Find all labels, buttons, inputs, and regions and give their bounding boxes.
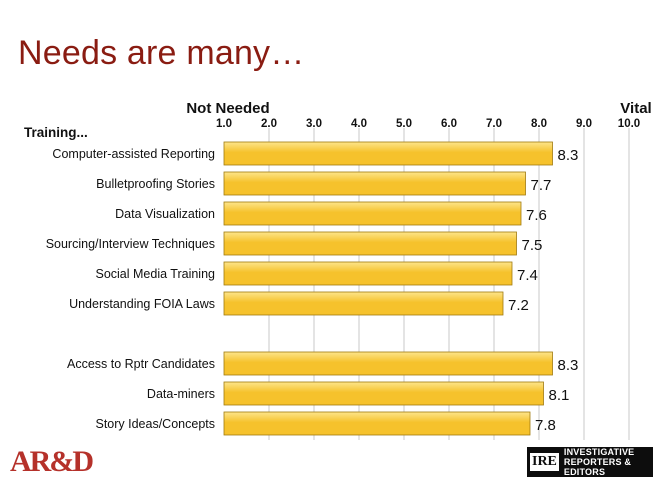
value-label: 7.6 bbox=[526, 207, 547, 224]
category-label: Data Visualization bbox=[115, 207, 215, 221]
value-label: 7.2 bbox=[508, 297, 529, 314]
ard-logo: AR&D bbox=[10, 445, 94, 478]
bar bbox=[223, 411, 531, 436]
value-label: 8.3 bbox=[558, 357, 579, 374]
bar bbox=[223, 171, 526, 196]
category-label: Computer-assisted Reporting bbox=[52, 147, 215, 161]
value-label: 8.1 bbox=[549, 387, 570, 404]
axis-label-not-needed: Not Needed bbox=[186, 100, 269, 117]
ire-logo: IRE INVESTIGATIVE REPORTERS & EDITORS bbox=[527, 447, 653, 477]
needs-bar-chart: 1.0 2.0 3.0 4.0 5.0 6.0 7.0 8.0 9.0 10.0 Not Neede… bbox=[24, 100, 652, 440]
category-label: Understanding FOIA Laws bbox=[69, 297, 215, 311]
tick-label: 10.0 bbox=[618, 118, 640, 130]
tick-label: 6.0 bbox=[441, 118, 457, 130]
row-header: Training... bbox=[24, 125, 88, 140]
tick-label: 9.0 bbox=[576, 118, 592, 130]
category-label: Story Ideas/Concepts bbox=[95, 417, 215, 431]
tick-label: 8.0 bbox=[531, 118, 547, 130]
bar bbox=[223, 141, 553, 166]
value-label: 7.7 bbox=[531, 177, 552, 194]
value-label: 7.8 bbox=[535, 417, 556, 434]
category-label: Social Media Training bbox=[95, 267, 215, 281]
bar bbox=[223, 261, 513, 286]
value-label: 7.5 bbox=[522, 237, 543, 254]
bar bbox=[223, 351, 553, 376]
bar bbox=[223, 381, 544, 406]
category-label: Data-miners bbox=[147, 387, 215, 401]
tick-label: 7.0 bbox=[486, 118, 502, 130]
ire-mark: IRE bbox=[530, 453, 559, 471]
value-label: 7.4 bbox=[517, 267, 538, 284]
category-label: Bulletproofing Stories bbox=[96, 177, 215, 191]
slide-title: Needs are many… bbox=[18, 34, 305, 72]
tick-label: 2.0 bbox=[261, 118, 277, 130]
ire-line-1: INVESTIGATIVE bbox=[563, 447, 635, 457]
category-label: Access to Rptr Candidates bbox=[67, 357, 215, 371]
bar bbox=[223, 231, 517, 256]
ire-line-2: REPORTERS & EDITORS bbox=[563, 457, 632, 477]
category-label: Sourcing/Interview Techniques bbox=[46, 237, 215, 251]
bar bbox=[223, 201, 522, 226]
ire-wordmark: INVESTIGATIVE REPORTERS & EDITORS bbox=[564, 447, 653, 477]
tick-label: 5.0 bbox=[396, 118, 412, 130]
tick-label: 3.0 bbox=[306, 118, 322, 130]
tick-label: 1.0 bbox=[216, 118, 232, 130]
bar bbox=[223, 291, 504, 316]
value-label: 8.3 bbox=[558, 147, 579, 164]
axis-label-vital: Vital bbox=[620, 100, 651, 117]
tick-label: 4.0 bbox=[351, 118, 367, 130]
